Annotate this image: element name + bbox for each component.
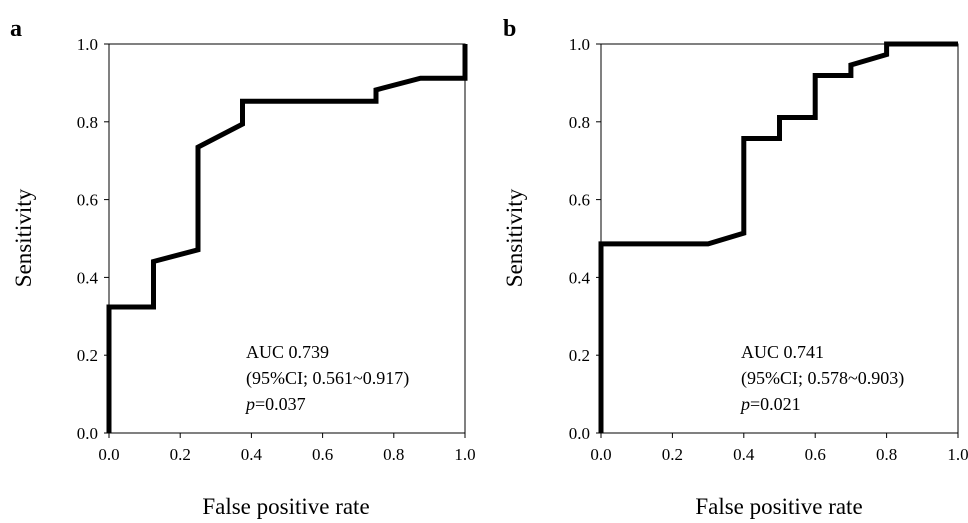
p-symbol-b: p	[739, 394, 750, 414]
tick-layer-a: 0.0 0.2 0.4 0.6 0.8 1.0 0.0 0.2 0.4 0.6 0.8 1.0	[77, 35, 476, 464]
x-tick-label: 0.2	[662, 445, 683, 464]
x-tick-label: 0.4	[733, 445, 755, 464]
y-tick-label: 1.0	[77, 35, 98, 54]
x-tick-label: 1.0	[947, 445, 968, 464]
y-tick-label: 0.6	[569, 191, 590, 210]
x-tick-label: 0.6	[805, 445, 826, 464]
y-tick-label: 0.6	[77, 191, 98, 210]
panel-b: b Sensitivity False positive rate 0.0 0.2…	[502, 16, 968, 519]
p-value-label-a: p=0.037	[244, 394, 306, 414]
x-tick-label: 0.8	[876, 445, 897, 464]
y-tick-label: 0.2	[569, 346, 590, 365]
y-tick-label: 0.8	[569, 113, 590, 132]
curve-layer-a	[106, 44, 468, 433]
x-tick-label: 1.0	[454, 445, 475, 464]
tick-layer-b: 0.0 0.2 0.4 0.6 0.8 1.0 0.0 0.2 0.4 0.6 0.8 1.0	[569, 35, 968, 464]
y-tick-label: 0.0	[77, 424, 98, 443]
p-number-b: =0.021	[750, 394, 801, 414]
x-tick-label: 0.0	[590, 445, 611, 464]
p-number-a: =0.037	[255, 394, 306, 414]
ci-label-a: (95%CI; 0.561~0.917)	[246, 368, 409, 389]
panel-letter-a: a	[10, 16, 22, 42]
annotation-b: AUC 0.741 (95%CI; 0.578~0.903) p=0.021	[739, 342, 904, 414]
x-tick-label: 0.4	[241, 445, 263, 464]
roc-curve-series-1	[106, 44, 468, 433]
y-tick-label: 0.0	[569, 424, 590, 443]
plot-frame-b	[600, 43, 959, 434]
roc-curve-series-1	[598, 41, 958, 433]
curve-layer-b	[598, 41, 958, 433]
y-axis-title-a: Sensitivity	[11, 188, 36, 287]
y-tick-label: 1.0	[569, 35, 590, 54]
annotation-a: AUC 0.739 (95%CI; 0.561~0.917) p=0.037	[244, 342, 409, 414]
ci-label-b: (95%CI; 0.578~0.903)	[741, 368, 904, 389]
x-axis-title-b: False positive rate	[695, 494, 862, 519]
x-tick-label: 0.2	[170, 445, 191, 464]
x-tick-label: 0.0	[98, 445, 119, 464]
y-tick-label: 0.2	[77, 346, 98, 365]
panel-letter-b: b	[503, 16, 516, 42]
p-value-label-b: p=0.021	[739, 394, 801, 414]
y-axis-title-b: Sensitivity	[502, 188, 527, 287]
y-tick-label: 0.4	[77, 268, 99, 287]
plot-frame-a	[108, 43, 466, 434]
x-axis-title-a: False positive rate	[202, 494, 369, 519]
y-tick-label: 0.8	[77, 113, 98, 132]
auc-label-a: AUC 0.739	[246, 342, 329, 362]
x-tick-label: 0.6	[312, 445, 333, 464]
panel-a: a Sensitivity False positive rate 0.0 0.2…	[10, 16, 476, 519]
auc-label-b: AUC 0.741	[741, 342, 824, 362]
x-tick-label: 0.8	[383, 445, 404, 464]
p-symbol-a: p	[244, 394, 255, 414]
y-tick-label: 0.4	[569, 268, 591, 287]
